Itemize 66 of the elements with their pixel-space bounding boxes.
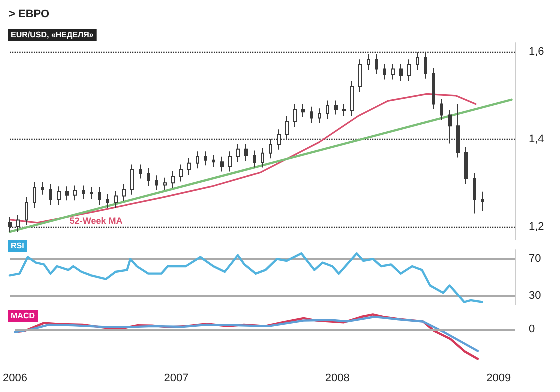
candlestick: [98, 186, 101, 206]
candlestick: [399, 64, 403, 82]
candlestick: [139, 164, 142, 180]
candlestick: [464, 146, 468, 184]
candlestick: [49, 184, 52, 206]
candlestick: [155, 175, 158, 192]
y-tick-label: 1,4: [529, 133, 544, 146]
candlestick: [432, 68, 435, 110]
candlestick: [204, 151, 207, 166]
candlestick: [130, 164, 134, 196]
candlestick: [25, 197, 28, 226]
candlestick: [334, 100, 338, 116]
series-label: 52-Week MA: [70, 216, 124, 226]
y-tick-label: 30: [529, 290, 542, 302]
candlestick: [179, 164, 183, 182]
candlestick: [65, 186, 69, 202]
candlestick: [57, 186, 61, 206]
chart-title: > ЕВРО: [9, 8, 50, 20]
candlestick: [106, 194, 109, 209]
candlestick: [383, 64, 386, 80]
candlestick: [481, 191, 484, 212]
x-tick-label: 2007: [164, 372, 189, 384]
candlestick: [391, 64, 395, 80]
candlestick: [261, 148, 264, 168]
candlestick: [326, 100, 329, 120]
x-tick-label: 2006: [2, 372, 28, 384]
candlestick: [82, 185, 85, 200]
chart-title: MACD: [11, 312, 36, 320]
candlestick: [293, 104, 297, 128]
chart-subtitle: EUR/USD, «НЕДЕЛЯ»: [11, 30, 94, 40]
candlestick: [41, 182, 44, 196]
candlestick: [407, 59, 411, 82]
candlestick: [473, 172, 476, 214]
candlestick: [253, 150, 256, 168]
candlestick: [187, 158, 191, 176]
candlestick: [171, 170, 175, 189]
candlestick: [375, 54, 378, 76]
candlestick: [301, 104, 305, 118]
ref-line-label: 0: [529, 324, 536, 336]
candlestick: [163, 177, 167, 192]
x-tick-label: 2009: [486, 372, 512, 384]
candlestick: [244, 144, 248, 162]
line-series: [9, 93, 477, 224]
candlestick: [196, 151, 199, 170]
candlestick: [228, 151, 232, 172]
candlestick: [147, 168, 150, 187]
candlestick: [236, 144, 240, 163]
candlestick: [318, 108, 321, 124]
y-tick-label: 1,6: [529, 46, 544, 58]
line-series: [8, 252, 484, 304]
candlestick: [350, 81, 354, 117]
candlestick: [358, 59, 362, 93]
candlestick: [33, 182, 36, 209]
y-tick-label: 1,2: [529, 220, 544, 233]
candlestick: [114, 190, 118, 209]
candlestick: [220, 156, 224, 172]
candlestick: [342, 104, 346, 117]
chart-title: RSI: [11, 242, 24, 250]
y-tick-label: 70: [529, 253, 542, 266]
candlestick: [90, 186, 93, 200]
candlestick: [440, 98, 443, 121]
candlestick: [310, 106, 313, 124]
candlestick: [73, 185, 77, 202]
candlestick: [122, 184, 126, 202]
x-tick-label: 2008: [325, 372, 350, 384]
candlestick: [212, 154, 215, 168]
